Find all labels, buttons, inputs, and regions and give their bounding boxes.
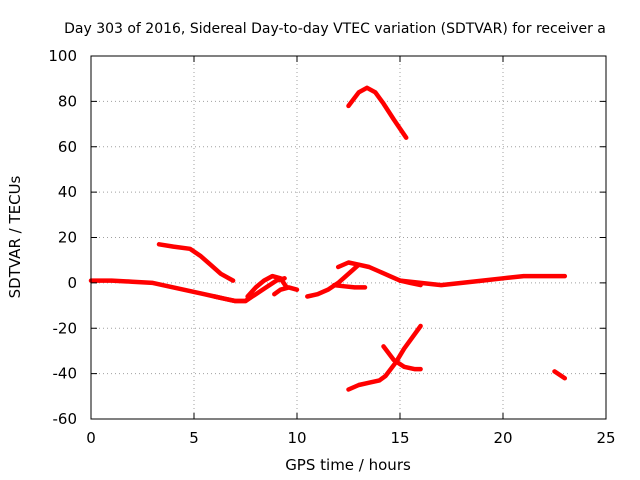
y-tick-label: 0: [67, 274, 77, 292]
axis-ticks: [90, 55, 607, 420]
y-tick-label: 80: [58, 92, 77, 110]
series-after-15: [397, 273, 568, 288]
series-tail-22.5: [552, 369, 568, 381]
x-tick-label: 10: [287, 429, 306, 447]
grid-lines: [91, 56, 606, 419]
y-tick-label: 40: [58, 183, 77, 201]
y-tick-label: -20: [53, 319, 78, 337]
series-low-cross: [381, 344, 423, 372]
series-low-rise: [346, 323, 423, 392]
chart-title: Day 303 of 2016, Sidereal Day-to-day VTE…: [64, 21, 606, 37]
tick-labels: 0 5 10 15 20 25 -60 -40 -20 0 20 40 60 80 100: [48, 47, 615, 447]
y-tick-label: 100: [48, 47, 77, 65]
y-tick-label: -60: [53, 410, 78, 428]
data-series-layer: [88, 85, 568, 392]
series-arc-6-8: [212, 294, 254, 304]
plot-frame: [90, 55, 607, 420]
series-mid-10.5-13: [305, 262, 362, 299]
y-tick-label: 60: [58, 138, 77, 156]
x-tick-label: 0: [86, 429, 96, 447]
x-tick-label: 20: [493, 429, 512, 447]
x-tick-label: 25: [596, 429, 615, 447]
series-rise-3-7: [156, 242, 236, 283]
series-arc-9-10: [272, 285, 300, 297]
x-tick-label: 15: [390, 429, 409, 447]
y-tick-label: 20: [58, 229, 77, 247]
x-tick-label: 5: [189, 429, 199, 447]
series-dip-12-13.3: [331, 282, 368, 290]
y-axis-label: SDTVAR / TECUs: [6, 175, 24, 298]
series-high-arc: [346, 85, 409, 140]
series-baseline: [88, 276, 287, 304]
series-arc-8-9.5: [245, 273, 289, 299]
y-tick-label: -40: [53, 365, 78, 383]
x-axis-label: GPS time / hours: [285, 456, 411, 474]
